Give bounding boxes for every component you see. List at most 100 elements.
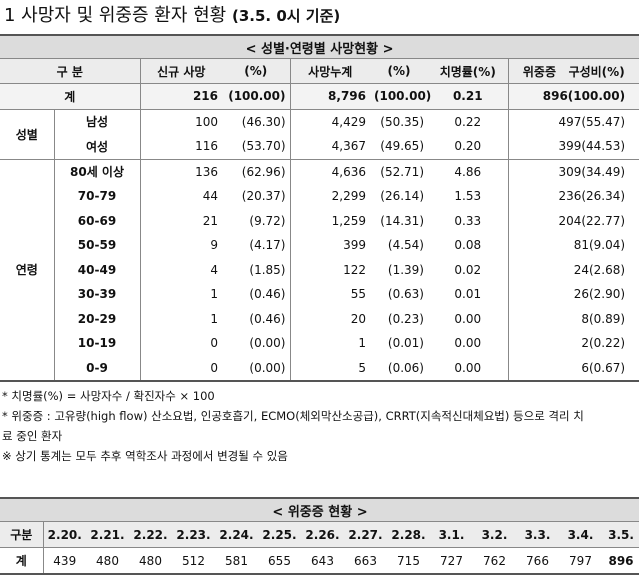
cum-cell: 5 <box>290 355 370 382</box>
severe-count: 480 <box>86 547 129 575</box>
row-label: 30-39 <box>54 282 141 307</box>
row-label: 60-69 <box>54 208 141 233</box>
table-row: 10-19 0 (0.00) 1 (0.01) 0.00 2(0.22) <box>0 331 639 356</box>
table2-caption: < 위중증 현황 > <box>0 497 639 522</box>
header-severe: 위중증 구성비(%) <box>508 58 639 84</box>
fatality-cell: 0.33 <box>428 208 509 233</box>
new-deaths-cell: 116 <box>140 134 222 160</box>
new-pct-cell: (1.85) <box>222 257 291 282</box>
cum-cell: 4,367 <box>290 134 370 160</box>
date-header: 2.23. <box>172 521 215 548</box>
total-new-pct: (100.00) <box>222 83 291 110</box>
table-row: 연령 80세 이상 136 (62.96) 4,636 (52.71) 4.86… <box>0 159 639 382</box>
row-label: 20-29 <box>54 306 141 331</box>
severe-count: 512 <box>172 547 215 575</box>
table-row: 50-59 9 (4.17) 399 (4.54) 0.08 81(9.04) <box>0 233 639 258</box>
severe-status-table: < 위중증 현황 > 구분 2.20. 2.21. 2.22. 2.23. 2.… <box>0 497 639 575</box>
fatality-cell: 0.00 <box>428 306 509 331</box>
severe-count: 663 <box>344 547 387 575</box>
table-row: 40-49 4 (1.85) 122 (1.39) 0.02 24(2.68) <box>0 257 639 282</box>
severe-count: 715 <box>387 547 430 575</box>
row-label: 10-19 <box>54 331 141 356</box>
table2-header-row: 구분 2.20. 2.21. 2.22. 2.23. 2.24. 2.25. 2… <box>0 521 639 548</box>
header-cumulative: 사망누계 <box>290 58 370 84</box>
new-pct-cell: (62.96) <box>222 159 291 184</box>
table1-header-row: 구 분 신규 사망 (%) 사망누계 (%) 치명률(%) 위중증 구성비(%) <box>0 58 639 84</box>
date-header: 2.27. <box>344 521 387 548</box>
date-header: 2.21. <box>86 521 129 548</box>
cum-cell: 4,429 <box>331 114 366 129</box>
date-header: 2.28. <box>387 521 430 548</box>
new-deaths-cell: 1 <box>210 287 218 302</box>
severe-cell: 26(2.90) <box>573 287 626 302</box>
severe-count: 762 <box>473 547 516 575</box>
date-header: 2.25. <box>258 521 301 548</box>
sex-group-label: 성별 <box>0 109 55 160</box>
cum-pct-cell: (0.23) <box>387 311 424 326</box>
header-gubun: 구 분 <box>0 58 141 84</box>
footnote-fatality: * 치명률(%) = 사망자수 / 확진자수 × 100 <box>2 389 215 403</box>
severe-count: 643 <box>301 547 344 575</box>
severe-count: 896 <box>602 547 639 575</box>
new-deaths-cell: 4 <box>210 262 218 277</box>
new-pct-cell: (4.17) <box>222 233 291 258</box>
severe-count: 727 <box>430 547 473 575</box>
severe-cell: 8(0.89) <box>581 311 626 326</box>
fatality-cell: 0.00 <box>428 355 509 382</box>
footnote-severe-cont: 료 중인 환자 <box>2 429 63 443</box>
severe-cell: 81(9.04) <box>573 238 626 253</box>
cum-pct-cell: (49.65) <box>370 134 428 160</box>
new-deaths-cell: 0 <box>210 336 218 351</box>
date-header: 2.24. <box>215 521 258 548</box>
row-label: 80세 이상 <box>54 159 141 184</box>
new-pct-cell: (53.70) <box>222 134 291 160</box>
cum-pct-cell: (1.39) <box>387 262 424 277</box>
severe-cell: 236(26.34) <box>558 189 626 204</box>
footnote-severe: * 위중증 : 고유량(high flow) 산소요법, 인공호흡기, ECMO… <box>2 409 584 423</box>
severe-cell: 399(44.53) <box>508 134 639 160</box>
header-new-deaths: 신규 사망 <box>140 58 222 84</box>
cum-pct-cell: (0.01) <box>387 336 424 351</box>
total-label: 계 <box>0 547 44 575</box>
table-row: 60-69 21 (9.72) 1,259 (14.31) 0.33 204(2… <box>0 208 639 233</box>
table-row: 성별 남성 100 (46.30) 4,429 (50.35) 0.22 497… <box>0 109 639 160</box>
severe-cell: 204(22.77) <box>558 213 626 228</box>
cum-pct-cell: (50.35) <box>380 114 424 129</box>
header-pct2: (%) <box>370 58 428 84</box>
row-label: 40-49 <box>54 257 141 282</box>
new-deaths-cell: 9 <box>210 238 218 253</box>
footnotes: * 치명률(%) = 사망자수 / 확진자수 × 100 * 위중증 : 고유량… <box>2 386 636 466</box>
fatality-cell: 4.86 <box>428 159 509 184</box>
total-fatality: 0.21 <box>428 83 509 110</box>
cum-cell: 1 <box>358 336 366 351</box>
table-row: 30-39 1 (0.46) 55 (0.63) 0.01 26(2.90) <box>0 282 639 307</box>
new-deaths-cell: 21 <box>202 213 218 228</box>
new-deaths-cell: 0 <box>140 355 222 382</box>
date-header: 3.4. <box>559 521 602 548</box>
new-pct-cell: (0.46) <box>222 282 291 307</box>
cum-cell: 55 <box>350 287 366 302</box>
fatality-cell: 0.02 <box>428 257 509 282</box>
new-pct-cell: (46.30) <box>222 109 291 134</box>
new-pct-cell: (20.37) <box>222 184 291 209</box>
date-header: 3.1. <box>430 521 473 548</box>
cum-pct-cell: (52.71) <box>380 164 424 179</box>
cum-cell: 2,299 <box>331 189 366 204</box>
total-row: 계 216 (100.00) 8,796 (100.00) 0.21 896(1… <box>0 83 639 110</box>
date-header: 3.5. <box>602 521 639 548</box>
cum-pct-cell: (4.54) <box>387 238 424 253</box>
header-composition-label: 구성비(%) <box>568 64 625 79</box>
footnote-disclaimer: ※ 상기 통계는 모두 추후 역학조사 과정에서 변경될 수 있음 <box>2 449 288 463</box>
total-cum: 8,796 <box>290 83 370 110</box>
total-new: 216 <box>140 83 222 110</box>
fatality-cell: 0.22 <box>428 109 509 134</box>
cum-pct-cell: (0.06) <box>370 355 428 382</box>
table-row: 70-79 44 (20.37) 2,299 (26.14) 1.53 236(… <box>0 184 639 209</box>
header-fatality: 치명률(%) <box>428 58 509 84</box>
header-pct1: (%) <box>222 58 291 84</box>
date-header: 2.26. <box>301 521 344 548</box>
severe-count: 581 <box>215 547 258 575</box>
row-label: 50-59 <box>54 233 141 258</box>
age-group-label: 연령 <box>0 159 55 382</box>
header-severe-label: 위중증 <box>522 64 557 79</box>
